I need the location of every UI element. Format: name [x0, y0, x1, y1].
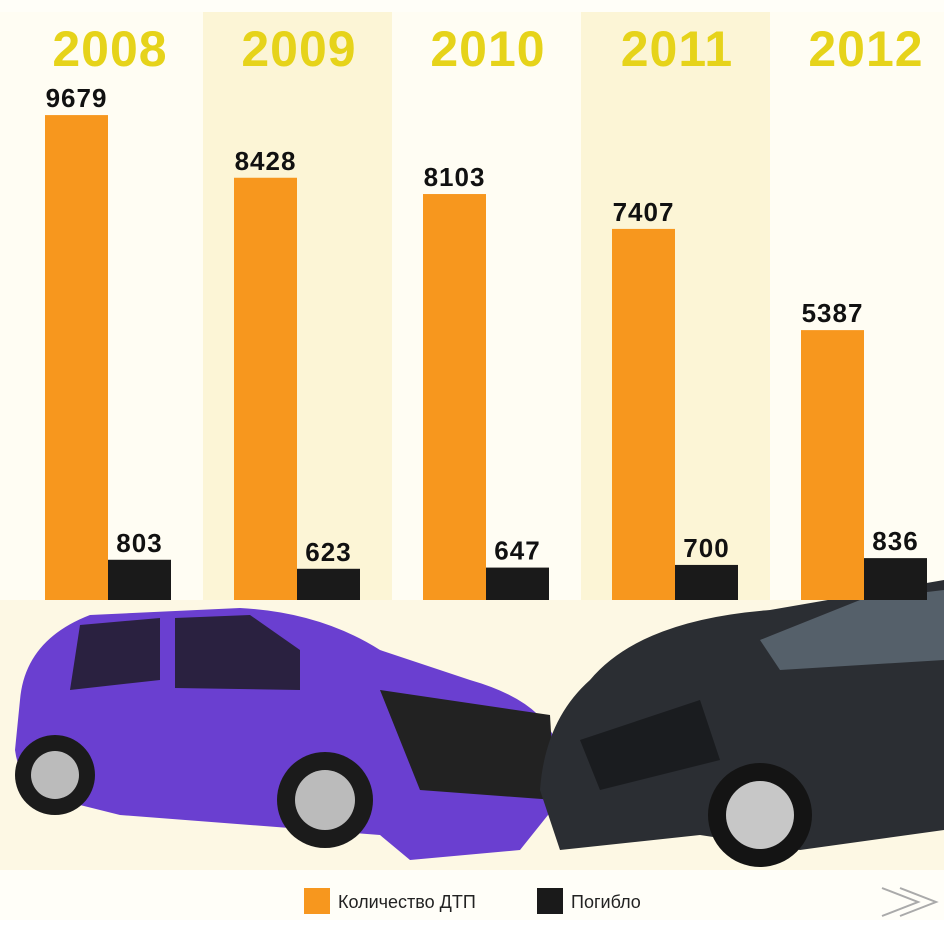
legend-swatch — [537, 888, 563, 914]
bar — [801, 330, 864, 600]
value-label: 647 — [494, 536, 540, 566]
x-tick-label: 2008 — [52, 21, 167, 77]
value-label: 623 — [305, 537, 351, 567]
bar — [234, 178, 297, 600]
bar — [675, 565, 738, 600]
bar — [297, 569, 360, 600]
x-tick-label: 2011 — [621, 21, 733, 77]
chart: 2008 9679 803 2009 8428 623 2010 8103 647 2011 740… — [0, 0, 944, 920]
bar — [45, 115, 108, 600]
bar — [612, 229, 675, 600]
x-tick-label: 2012 — [808, 21, 923, 77]
value-label: 8428 — [235, 146, 297, 176]
bar — [486, 568, 549, 600]
bar — [423, 194, 486, 600]
value-label: 803 — [116, 528, 162, 558]
column-band — [581, 12, 770, 600]
legend: Количество ДТП Погибло — [304, 888, 641, 914]
legend-swatch — [304, 888, 330, 914]
value-label: 7407 — [613, 197, 675, 227]
value-label: 700 — [683, 533, 729, 563]
value-label: 9679 — [46, 83, 108, 113]
bar — [864, 558, 927, 600]
value-label: 836 — [872, 526, 918, 556]
x-tick-label: 2009 — [241, 21, 356, 77]
value-label: 5387 — [802, 298, 864, 328]
x-tick-label: 2010 — [430, 21, 545, 77]
bar — [108, 560, 171, 600]
column-band — [392, 12, 581, 600]
value-label: 8103 — [424, 162, 486, 192]
legend-label: Погибло — [571, 892, 641, 912]
column-band — [203, 12, 392, 600]
legend-label: Количество ДТП — [338, 892, 476, 912]
